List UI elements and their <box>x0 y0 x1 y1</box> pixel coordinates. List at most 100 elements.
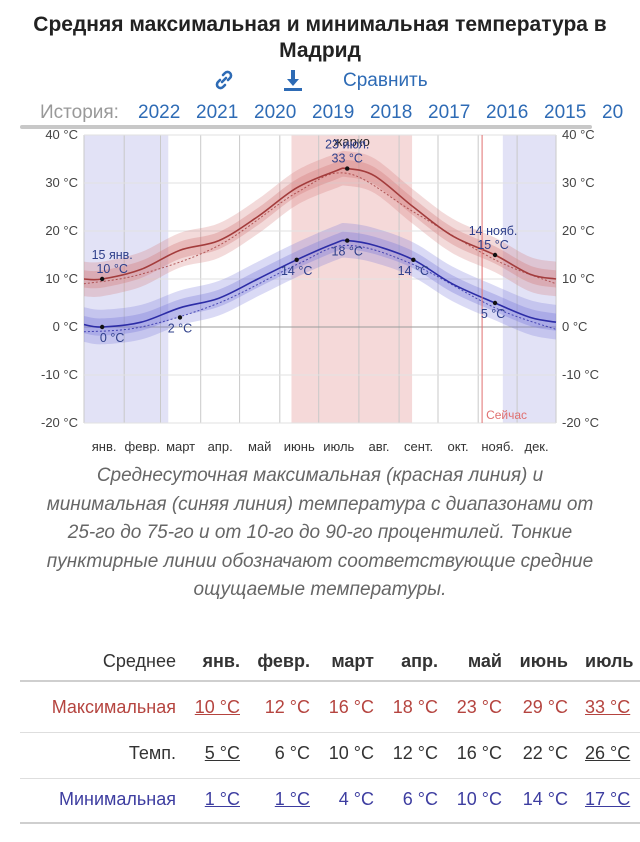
table-cell: 6 °C <box>402 789 438 809</box>
history-year-partial[interactable]: 20 <box>602 102 624 123</box>
table-month-header: апр. <box>401 651 438 671</box>
history-year-2015[interactable]: 2015 <box>544 102 587 123</box>
x-tick-label: янв. <box>92 439 117 454</box>
history-year-2017[interactable]: 2017 <box>428 102 471 123</box>
x-tick-label: март <box>166 439 195 454</box>
percentile-band-outer <box>84 150 556 298</box>
hot-season-label: жарко <box>334 134 370 149</box>
history-year-2021[interactable]: 2021 <box>196 102 239 123</box>
data-label: 15 °C <box>477 238 508 252</box>
data-point-marker <box>99 276 105 282</box>
data-label: 10 °C <box>96 262 127 276</box>
percentile-band-outer <box>84 223 556 345</box>
table-month-header: февр. <box>257 651 310 671</box>
table-month-header: июль <box>585 651 634 671</box>
y-tick-label-right: -20 °C <box>562 415 599 430</box>
table-cell: 12 °C <box>264 697 310 717</box>
y-tick-label-left: 0 °C <box>53 319 78 334</box>
y-tick-label-right: 30 °C <box>562 175 595 190</box>
history-year-2022[interactable]: 2022 <box>138 102 181 123</box>
table-cell[interactable]: 1 °C <box>274 789 310 809</box>
table-divider <box>20 822 640 824</box>
table-cell: 18 °C <box>392 697 438 717</box>
y-tick-label-left: 20 °C <box>45 223 78 238</box>
table-header-label: Среднее <box>102 651 176 671</box>
percentile-band-inner <box>84 159 556 289</box>
data-label: 0 °C <box>100 331 124 345</box>
table-row-max: Максимальная 10 °C 12 °C 16 °C 18 °C 23 … <box>0 686 640 732</box>
data-point-marker <box>345 166 350 171</box>
download-icon-graphic <box>284 70 302 91</box>
data-label: 23 июл. <box>325 138 369 152</box>
history-year-2020[interactable]: 2020 <box>254 102 297 123</box>
download-icon[interactable] <box>281 68 305 94</box>
feels-like-max-line <box>83 172 557 285</box>
link-icon[interactable] <box>212 68 236 94</box>
history-year-2019[interactable]: 2019 <box>312 102 355 123</box>
table-row-label: Темп. <box>128 743 176 763</box>
history-label: История: <box>40 102 119 123</box>
data-point-marker <box>99 324 105 330</box>
action-bar: Сравнить <box>0 68 640 98</box>
table-cell: 10 °C <box>456 789 502 809</box>
table-cell: 10 °C <box>328 743 374 763</box>
table-month-header: март <box>331 651 374 671</box>
data-label: 5 °C <box>481 307 505 321</box>
x-tick-label: февр. <box>125 439 161 454</box>
title-line-1: Средняя максимальная и минимальная темпе… <box>33 13 607 36</box>
table-cell[interactable]: 33 °C <box>585 697 631 717</box>
data-point-marker <box>294 257 299 262</box>
max-temp-line <box>83 167 557 281</box>
table-row-avg: Темп. 5 °C 6 °C 10 °C 12 °C 16 °C 22 °C … <box>0 732 640 778</box>
table-cell[interactable]: 26 °C <box>585 743 631 763</box>
y-tick-label-right: -10 °C <box>562 367 599 382</box>
feels-like-min-line <box>83 244 557 333</box>
data-label: 18 °C <box>332 245 363 259</box>
y-tick-label-right: 10 °C <box>562 271 595 286</box>
table-month-header: янв. <box>202 651 240 671</box>
y-tick-label-left: 10 °C <box>45 271 78 286</box>
table-cell: 29 °C <box>522 697 568 717</box>
table-cell[interactable]: 5 °C <box>204 743 240 763</box>
y-tick-label-left: -20 °C <box>41 415 78 430</box>
table-row-min: Минимальная 1 °C 1 °C 4 °C 6 °C 10 °C 14… <box>0 778 640 824</box>
y-tick-label-right: 40 °C <box>562 128 595 142</box>
table-cell[interactable]: 10 °C <box>194 697 240 717</box>
x-tick-label: апр. <box>208 439 233 454</box>
table-cell: 16 °C <box>328 697 374 717</box>
x-tick-label: июнь <box>284 439 315 454</box>
table-cell: 16 °C <box>456 743 502 763</box>
data-label: 14 нояб. <box>469 224 518 238</box>
y-tick-label-right: 20 °C <box>562 223 595 238</box>
compare-link[interactable]: Сравнить <box>343 70 428 91</box>
data-point-marker <box>177 315 183 320</box>
table-cell[interactable]: 17 °C <box>585 789 631 809</box>
x-tick-label: сент. <box>404 439 433 454</box>
history-scrollbar[interactable] <box>20 125 592 129</box>
data-point-marker <box>492 300 498 306</box>
now-label: Сейчас <box>486 408 527 422</box>
data-point-marker <box>345 238 350 243</box>
table-cell: 22 °C <box>522 743 568 763</box>
title-line-2: Мадрид <box>279 39 361 62</box>
data-point-marker <box>492 252 498 258</box>
history-year-2018[interactable]: 2018 <box>370 102 413 123</box>
data-point-marker <box>411 257 416 262</box>
history-year-2016[interactable]: 2016 <box>486 102 529 123</box>
y-tick-label-left: 40 °C <box>45 128 78 142</box>
temperature-chart: жарко 40 °C 40 °C 30 °C 30 °C 20 °C 20 °C 10 °C… <box>41 128 599 454</box>
y-tick-label-right: 0 °C <box>562 319 587 334</box>
table-month-header: июнь <box>519 651 568 671</box>
table-cell: 12 °C <box>392 743 438 763</box>
y-tick-label-left: 30 °C <box>45 175 78 190</box>
data-label: 33 °C <box>332 152 363 166</box>
table-month-header: май <box>467 651 502 671</box>
table-header-row: Среднее янв. февр. март апр. май июнь ию… <box>0 640 640 686</box>
table-cell: 14 °C <box>522 789 568 809</box>
table-cell[interactable]: 1 °C <box>204 789 240 809</box>
table-divider <box>20 680 640 682</box>
data-label: 14 °C <box>281 264 312 278</box>
table-divider <box>20 732 640 733</box>
table-row-label: Минимальная <box>58 789 176 809</box>
table-row-label: Максимальная <box>51 697 176 717</box>
